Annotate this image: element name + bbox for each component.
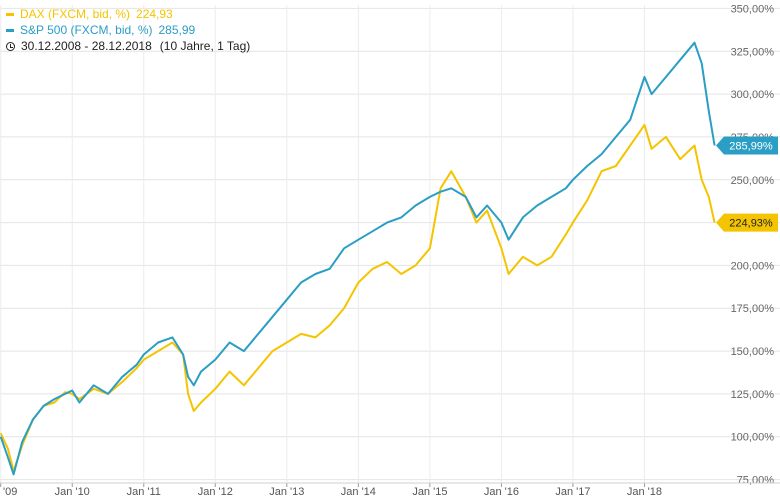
y-tick-label: 250,00% <box>731 175 775 187</box>
series-line-1 <box>0 41 716 476</box>
y-tick-label: 100,00% <box>731 432 775 444</box>
x-tick-label: Jan '10 <box>55 486 90 498</box>
y-tick-label: 75,00% <box>737 475 775 487</box>
y-tick-label: 125,00% <box>731 389 775 401</box>
legend-label-dax: DAX (FXCM, bid, %) <box>20 7 131 21</box>
y-tick-label: 350,00% <box>731 3 775 15</box>
legend-value-sp500: 285,99 <box>158 23 196 37</box>
x-tick-label: Jan '11 <box>127 486 161 498</box>
chart-legend: DAX (FXCM, bid, %) 224,93 S&P 500 (FXCM,… <box>6 6 250 54</box>
x-axis: '09 Jan '10 Jan '11 Jan '12 Jan '13 Jan '14 Ja… <box>0 482 780 498</box>
legend-item-sp500[interactable]: S&P 500 (FXCM, bid, %) 285,99 <box>6 22 250 38</box>
y-tick-label: 325,00% <box>731 46 775 58</box>
y-tick-label: 150,00% <box>731 346 775 358</box>
x-tick-label: Jan '18 <box>627 486 662 498</box>
chart-series <box>0 41 716 476</box>
x-tick-label: Jan '13 <box>269 486 304 498</box>
end-badge-0 <box>716 136 778 155</box>
period-range: 30.12.2008 - 28.12.2018 <box>21 39 152 53</box>
dax-swatch <box>6 12 14 16</box>
legend-value-dax: 224,93 <box>136 7 173 21</box>
legend-label-sp500: S&P 500 (FXCM, bid, %) <box>20 23 153 37</box>
period-span: (10 Jahre, 1 Tag) <box>159 39 251 53</box>
x-tick-label: Jan '14 <box>341 486 376 498</box>
x-tick-label: '09 <box>3 486 17 498</box>
x-tick-label: Jan '16 <box>484 486 519 498</box>
period-row: 30.12.2008 - 28.12.2018 (10 Jahre, 1 Tag… <box>6 38 250 54</box>
clock-icon <box>6 41 15 51</box>
end-badge-label-0: 285,99% <box>729 140 773 152</box>
y-tick-label: 200,00% <box>731 260 775 272</box>
y-axis: 75,00% 100,00% 125,00% 150,00% 175,00% 200,00… <box>731 3 775 486</box>
end-badge-1 <box>716 213 778 232</box>
chart-grid <box>0 5 780 483</box>
series-line-0 <box>0 123 716 472</box>
x-tick-label: Jan '15 <box>412 486 447 498</box>
sp500-swatch <box>6 28 14 32</box>
end-value-badges: 285,99% 224,93% <box>716 136 778 232</box>
y-tick-label: 175,00% <box>731 303 775 315</box>
y-tick-label: 300,00% <box>731 89 775 101</box>
x-tick-label: Jan '17 <box>555 486 590 498</box>
end-badge-label-1: 224,93% <box>729 218 773 230</box>
legend-item-dax[interactable]: DAX (FXCM, bid, %) 224,93 <box>6 6 250 22</box>
x-tick-label: Jan '12 <box>198 486 233 498</box>
